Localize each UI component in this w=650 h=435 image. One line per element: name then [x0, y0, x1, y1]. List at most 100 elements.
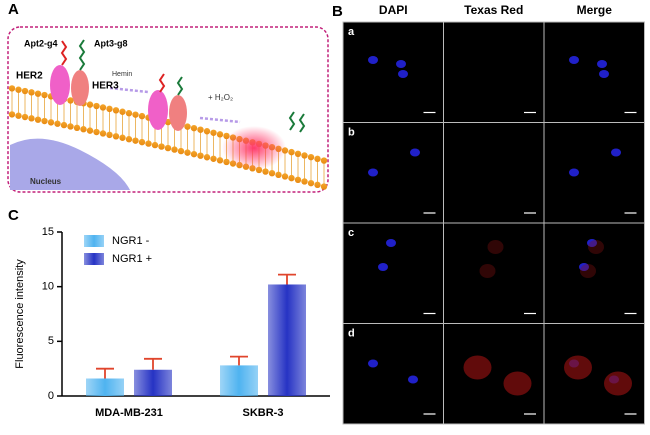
lipid-head	[67, 123, 74, 130]
aptamer	[288, 111, 306, 133]
nucleus-stain	[579, 263, 589, 271]
lipid-head	[314, 155, 321, 163]
lipid-head	[80, 126, 87, 133]
hemin-label: Hemin	[112, 71, 132, 78]
bar	[134, 369, 172, 396]
lipid-head	[307, 153, 315, 161]
nucleus-stain	[378, 263, 388, 271]
lipid-head	[268, 169, 276, 177]
lipid-head	[106, 105, 113, 113]
lipid-head	[132, 137, 139, 144]
lipid-head	[294, 150, 302, 158]
lipid-head	[119, 134, 126, 141]
red-stain	[564, 355, 592, 380]
legend-label: NGR1 +	[112, 253, 152, 265]
panel-label: B	[332, 3, 343, 20]
lipid-head	[8, 85, 16, 92]
lipid-head	[60, 121, 68, 129]
nucleus-stain	[597, 60, 607, 68]
legend-swatch	[84, 235, 104, 247]
lipid-head	[41, 91, 48, 99]
legend-swatch	[84, 253, 104, 265]
nucleus-stain	[368, 56, 378, 64]
lipid-head	[34, 116, 42, 123]
lipid-head	[203, 154, 211, 161]
nucleus-stain	[368, 168, 378, 177]
lipid-head	[171, 146, 178, 153]
bar-chart: 0 5 10 15 MDA-MB-231 SKBR-3 NGR1 - NGR1 +	[42, 226, 330, 419]
her2-label: HER2	[16, 71, 43, 82]
receptor	[50, 65, 70, 105]
y-tick-label: 5	[48, 335, 54, 347]
lipid-head	[190, 150, 198, 158]
lipid-head	[288, 174, 295, 182]
lipid-head	[21, 87, 29, 95]
h2o2-label: + H₂O₂	[208, 93, 233, 102]
lipid-head	[54, 120, 61, 127]
lipid-head	[21, 113, 29, 121]
lipid-head	[99, 130, 107, 137]
lipid-head	[138, 138, 146, 146]
lipid-head	[112, 133, 120, 140]
lipid-head	[125, 110, 133, 117]
row-label: d	[348, 327, 355, 339]
lipid-head	[93, 102, 100, 110]
lipid-head	[158, 143, 165, 150]
lipid-head	[145, 140, 152, 147]
lipid-head	[197, 152, 204, 159]
receptor	[148, 90, 168, 130]
lipid-head	[184, 149, 191, 156]
lipid-head	[197, 126, 204, 133]
x-tick-label: SKBR-3	[243, 407, 284, 419]
bar	[220, 365, 258, 396]
lipid-head	[86, 101, 94, 108]
lipid-head	[307, 179, 315, 187]
lipid-head	[203, 128, 211, 135]
lipid-head	[28, 115, 35, 122]
aptamer	[78, 39, 86, 71]
lipid-head	[8, 111, 16, 118]
lipid-head	[190, 124, 198, 132]
nucleus	[10, 138, 130, 190]
nucleus-stain	[408, 375, 418, 384]
error-bar	[96, 367, 114, 379]
lipid-head	[106, 131, 113, 139]
red-stain	[503, 371, 532, 396]
lipid-head	[112, 107, 120, 114]
lipid-head	[301, 178, 308, 185]
red-stain	[487, 240, 504, 254]
lipid-head	[216, 157, 224, 164]
lipid-head	[73, 124, 81, 132]
nucleus-stain	[410, 148, 420, 157]
apt3-label: Apt3-g8	[94, 38, 128, 48]
lipid-head	[281, 173, 289, 180]
red-stain	[463, 355, 492, 380]
lipid-head	[275, 171, 282, 179]
y-tick-label: 0	[48, 390, 54, 402]
nucleus-stain	[611, 148, 621, 157]
red-stain	[580, 264, 596, 278]
receptor	[71, 70, 89, 106]
aptamer	[158, 73, 166, 93]
y-tick-label: 15	[42, 226, 54, 238]
arrow	[109, 86, 241, 124]
nucleus-stain	[386, 239, 396, 247]
lipid-head	[164, 144, 172, 152]
column-header: DAPI	[379, 3, 408, 17]
bar	[86, 378, 124, 396]
lipid-head	[99, 104, 107, 111]
row-label: b	[348, 126, 355, 138]
error-bar	[230, 355, 248, 366]
her3-label: HER3	[92, 81, 119, 92]
lipid-head	[301, 152, 308, 159]
lipid-head	[67, 97, 74, 104]
lipid-head	[320, 157, 328, 164]
panel-label: C	[8, 207, 19, 224]
nucleus-stain	[398, 70, 408, 78]
lipid-head	[28, 89, 35, 96]
lipid-head	[151, 141, 159, 149]
aptamer	[176, 76, 184, 96]
lipid-head	[119, 108, 126, 115]
lipid-head	[320, 183, 328, 190]
